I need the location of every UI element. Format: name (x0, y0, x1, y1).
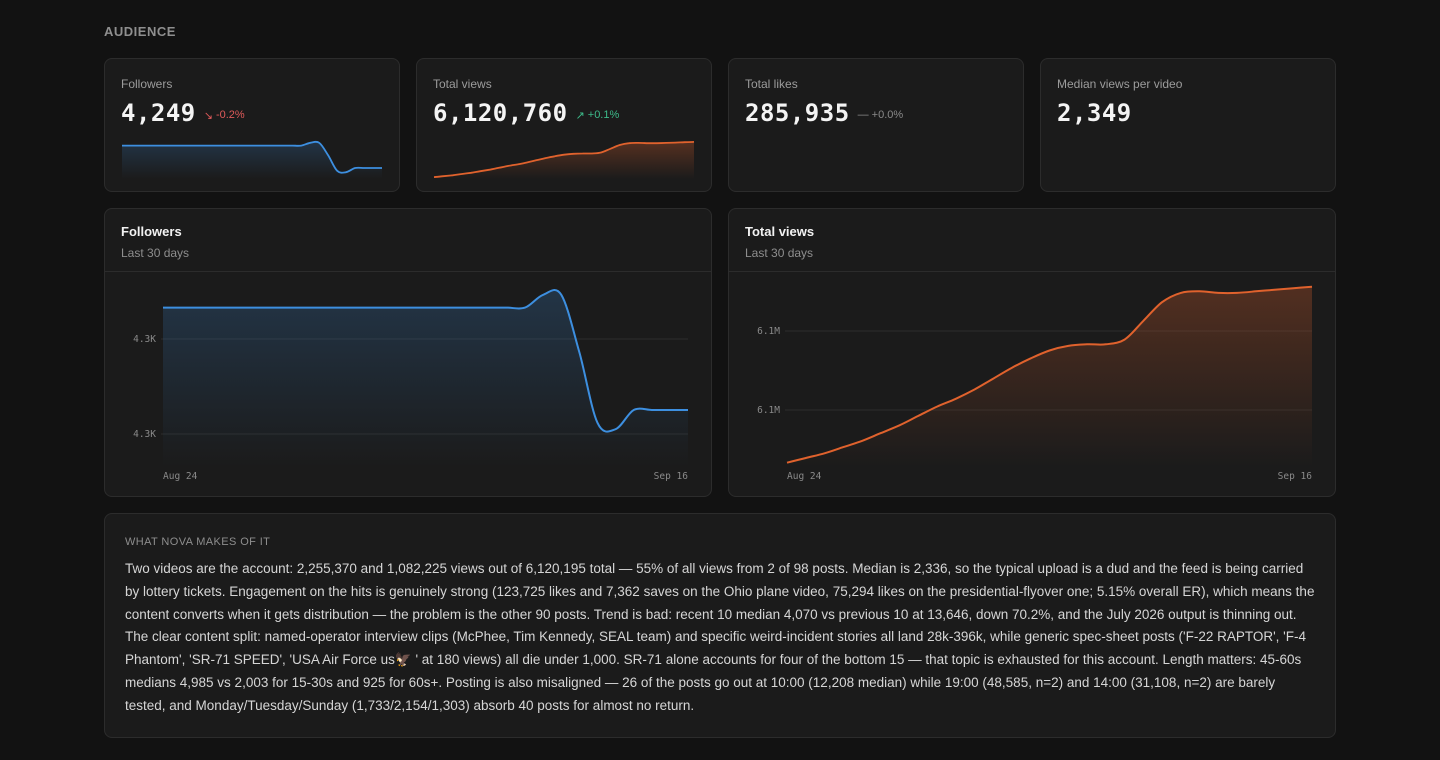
y-tick-label: 4.3K (133, 334, 156, 345)
x-tick-label: Sep 16 (1278, 471, 1313, 482)
delta-badge: — +0.0% (858, 109, 904, 121)
trend-up-icon: ↗ (575, 109, 585, 122)
chart-title: Followers (121, 224, 182, 239)
chart-subtitle: Last 30 days (121, 246, 190, 260)
views-chart: 6.1M 6.1M Aug 24 Sep 16 (757, 285, 1313, 482)
area-fill (787, 286, 1312, 467)
x-tick-label: Aug 24 (163, 471, 198, 482)
area-fill (163, 290, 688, 467)
divider (105, 271, 711, 272)
y-tick-label: 6.1M (757, 405, 780, 416)
series-line (121, 140, 382, 174)
divider (729, 271, 1335, 272)
series-line (162, 289, 688, 433)
chart-card-total-views: Total views Last 30 days 6.1M 6.1M Aug 24 S… (728, 208, 1336, 497)
series-line (433, 141, 695, 178)
insight-body: Two videos are the account: 2,255,370 an… (125, 561, 1315, 713)
trend-down-icon: ↘ (203, 109, 213, 122)
section-title: AUDIENCE (104, 24, 176, 39)
chart-card-followers: Followers Last 30 days 4.3K 4.3K Aug 24 Sep… (104, 208, 712, 497)
chart-title: Total views (745, 224, 815, 239)
area-fill (122, 141, 382, 179)
insight-heading: WHAT NOVA MAKES OF IT (125, 536, 271, 548)
insight-card: WHAT NOVA MAKES OF IT Two videos are the… (104, 513, 1336, 738)
delta-badge: ↗ +0.1% (576, 109, 620, 122)
stat-card-total-views: Total views 6,120,760 ↗ +0.1% (416, 58, 712, 192)
sparkline-views (433, 141, 695, 179)
y-tick-label: 6.1M (757, 326, 780, 337)
delta-text: +0.1% (587, 109, 620, 121)
trend-flat-icon: — (857, 109, 869, 121)
stat-label: Median views per video (1057, 77, 1183, 91)
x-tick-label: Aug 24 (787, 471, 822, 482)
followers-chart: 4.3K 4.3K Aug 24 Sep 16 (133, 289, 689, 482)
series-line (786, 285, 1313, 464)
stat-label: Followers (121, 77, 173, 91)
delta-text: -0.2% (215, 109, 245, 121)
stat-card-median-views: Median views per video 2,349 (1040, 58, 1336, 192)
stat-value: 285,935 (745, 99, 850, 127)
sparkline-followers (121, 140, 382, 179)
stat-card-total-likes: Total likes 285,935 — +0.0% (728, 58, 1024, 192)
stat-card-followers: Followers 4,249 ↘ -0.2% (104, 58, 400, 192)
stat-label: Total likes (745, 77, 798, 91)
stat-value: 6,120,760 (433, 99, 568, 127)
stat-value: 4,249 (121, 99, 196, 127)
delta-text: +0.0% (871, 109, 904, 121)
area-fill (434, 141, 694, 179)
stat-value: 2,349 (1057, 99, 1132, 127)
stat-label: Total views (433, 77, 492, 91)
x-tick-label: Sep 16 (654, 471, 689, 482)
delta-badge: ↘ -0.2% (204, 109, 245, 122)
chart-subtitle: Last 30 days (745, 246, 814, 260)
y-tick-label: 4.3K (133, 429, 156, 440)
